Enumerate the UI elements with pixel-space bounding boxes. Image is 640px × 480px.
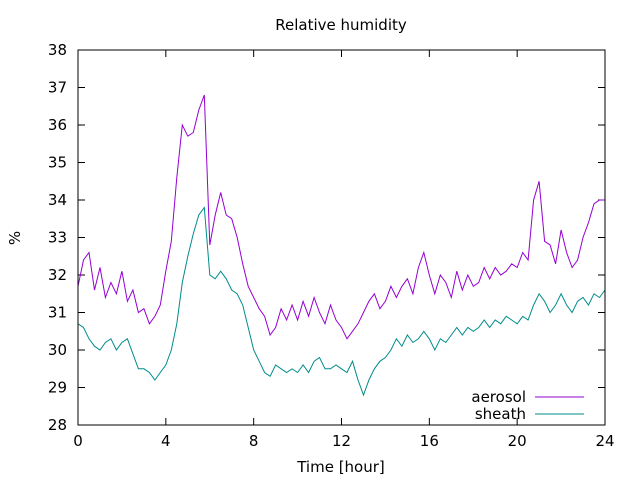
y-tick-label: 31: [48, 304, 67, 322]
y-tick-label: 29: [48, 379, 67, 397]
x-axis-ticks: 0 4 8 12 16 20 24: [73, 50, 615, 450]
y-tick-label: 36: [48, 116, 67, 134]
x-tick-label: 4: [161, 432, 171, 450]
y-tick-label: 32: [48, 266, 67, 284]
x-tick-label: 8: [249, 432, 259, 450]
y-tick-label: 28: [48, 416, 67, 434]
legend-label-sheath: sheath: [475, 405, 526, 423]
y-axis-label: %: [6, 231, 24, 245]
series-lines: [77, 94, 606, 397]
x-tick-label: 24: [595, 432, 614, 450]
x-tick-label: 20: [508, 432, 527, 450]
y-tick-label: 35: [48, 154, 67, 172]
y-tick-label: 34: [48, 191, 67, 209]
y-tick-label: 33: [48, 229, 67, 247]
y-tick-label: 38: [48, 41, 67, 59]
series-line-sheath: [77, 206, 606, 397]
chart-title: Relative humidity: [275, 16, 407, 34]
y-tick-label: 30: [48, 341, 67, 359]
series-line-aerosol: [77, 94, 605, 340]
legend-label-aerosol: aerosol: [471, 388, 526, 406]
y-axis-ticks: 28 29 30 31 32 33 34 35 36 37 38: [48, 41, 605, 434]
x-tick-label: 16: [420, 432, 439, 450]
y-tick-label: 37: [48, 79, 67, 97]
x-tick-label: 12: [332, 432, 351, 450]
plot-frame: [77, 49, 606, 426]
x-axis-label: Time [hour]: [296, 458, 385, 476]
x-tick-label: 0: [73, 432, 83, 450]
